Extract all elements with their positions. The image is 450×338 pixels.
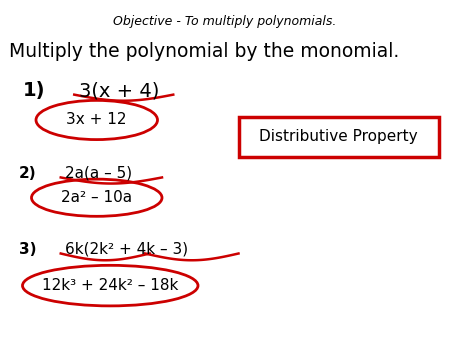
Text: Objective - To multiply polynomials.: Objective - To multiply polynomials. [113,15,337,28]
Text: 1): 1) [22,81,45,100]
Text: Multiply the polynomial by the monomial.: Multiply the polynomial by the monomial. [9,42,399,61]
Text: 12k³ + 24k² – 18k: 12k³ + 24k² – 18k [42,278,179,293]
Text: Distributive Property: Distributive Property [259,129,418,144]
Text: 2): 2) [18,166,36,180]
Text: 2a² – 10a: 2a² – 10a [61,190,132,205]
Text: 2a(a – 5): 2a(a – 5) [65,166,132,180]
Text: 3x + 12: 3x + 12 [67,113,127,127]
Text: 3): 3) [18,242,36,257]
Text: 3(x + 4): 3(x + 4) [79,81,159,100]
Text: 6k(2k² + 4k – 3): 6k(2k² + 4k – 3) [65,242,189,257]
